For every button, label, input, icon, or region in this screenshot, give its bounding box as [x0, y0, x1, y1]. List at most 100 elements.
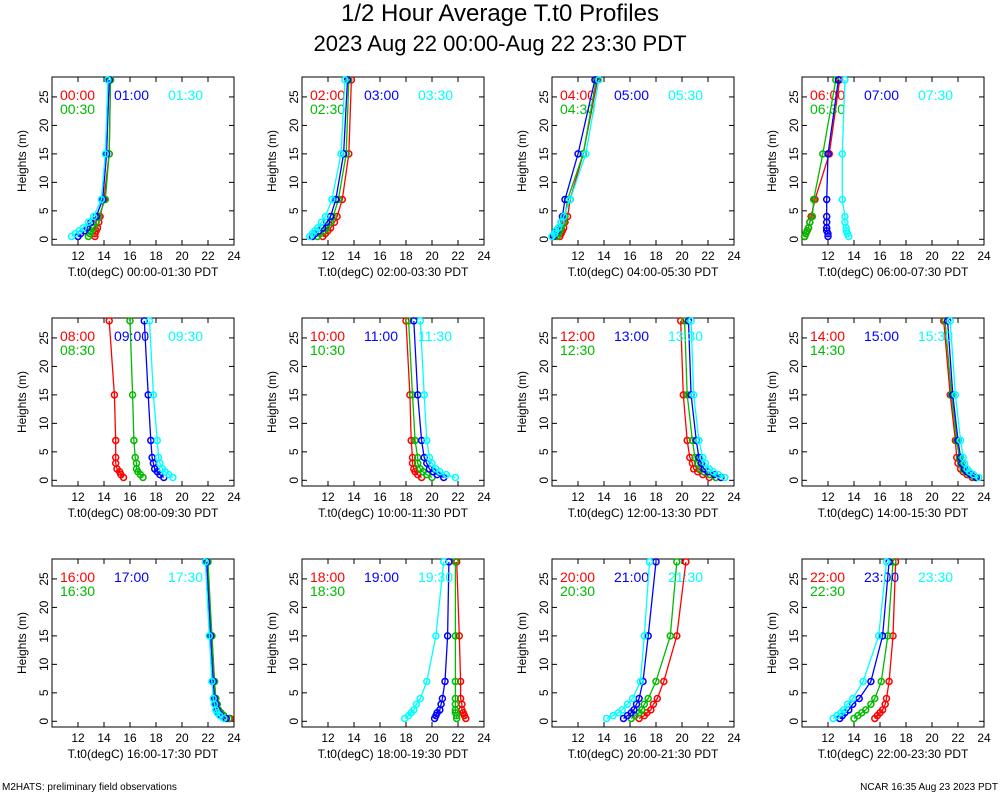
x-tick-label: 16 — [123, 731, 137, 745]
series-1530 — [946, 317, 983, 482]
y-tick-label: 0 — [787, 236, 801, 243]
legend-label: 01:30 — [168, 87, 203, 103]
data-point — [591, 76, 599, 84]
data-point — [824, 150, 832, 158]
series-1930 — [400, 558, 448, 723]
y-tick-label: 20 — [287, 118, 301, 132]
data-point — [326, 212, 335, 221]
data-point — [104, 76, 112, 84]
legend-label: 12:00 — [560, 328, 595, 344]
y-tick-label: 25 — [287, 90, 301, 104]
x-axis-label: T.t0(degC) 16:00-17:30 PDT — [68, 747, 219, 761]
x-axis-label: T.t0(degC) 20:00-21:30 PDT — [568, 747, 719, 761]
x-tick-label: 14 — [847, 249, 861, 263]
data-point — [838, 195, 847, 204]
y-tick-label: 0 — [537, 718, 551, 725]
series-0630 — [800, 76, 840, 241]
series-line — [87, 79, 112, 237]
data-point — [808, 212, 817, 221]
x-tick-label: 24 — [477, 249, 491, 263]
data-point — [595, 76, 603, 84]
y-tick-label: 20 — [537, 359, 551, 373]
data-point — [676, 317, 685, 325]
data-point — [861, 706, 870, 714]
data-point — [451, 709, 460, 717]
y-tick-label: 5 — [787, 448, 801, 455]
series-line — [456, 561, 467, 719]
series-1730 — [201, 558, 228, 723]
profile-panel: 12 14 16 18 20 22 24 0 5 10 15 20 25 T.t0(degC) 04:00… — [515, 76, 741, 279]
data-point — [884, 632, 892, 640]
x-axis-label: T.t0(degC) 00:00-01:30 PDT — [68, 265, 219, 279]
data-point — [636, 677, 645, 686]
legend-label: 05:00 — [614, 87, 649, 103]
data-point — [455, 632, 464, 640]
y-tick-label: 20 — [287, 359, 301, 373]
x-tick-label: 24 — [727, 490, 741, 504]
data-point — [416, 317, 425, 325]
x-axis-label: T.t0(degC) 18:00-19:30 PDT — [318, 747, 469, 761]
profile-panel: 12 14 16 18 20 22 24 0 5 10 15 20 25 T.t0(degC) 20:00… — [515, 558, 741, 761]
profile-panel: 12 14 16 18 20 22 24 0 5 10 15 20 25 T.t0(degC) 06:00… — [765, 76, 991, 279]
series-0830 — [126, 317, 147, 482]
legend-label: 18:30 — [310, 583, 345, 599]
data-point — [867, 677, 875, 686]
y-tick-label: 0 — [37, 477, 51, 484]
series-line — [454, 561, 458, 719]
legend-label: 05:30 — [668, 87, 703, 103]
data-point — [841, 76, 849, 84]
x-tick-label: 18 — [649, 731, 663, 745]
data-point — [687, 317, 695, 325]
series-1900 — [430, 558, 453, 723]
data-point — [842, 227, 850, 235]
data-point — [559, 212, 568, 221]
y-tick-label: 20 — [537, 118, 551, 132]
data-point — [889, 632, 897, 640]
x-tick-label: 24 — [227, 249, 241, 263]
profile-panel: 12 14 16 18 20 22 24 0 5 10 15 20 25 T.t0(degC) 00:00… — [15, 76, 241, 279]
x-tick-label: 14 — [347, 249, 361, 263]
series-0530 — [548, 76, 603, 241]
data-point — [874, 632, 883, 640]
legend-label: 16:30 — [60, 583, 95, 599]
data-point — [695, 436, 703, 445]
y-axis-label: Heights (m) — [15, 612, 29, 674]
y-tick-label: 10 — [37, 657, 51, 671]
data-point — [951, 391, 960, 399]
y-tick-label: 25 — [37, 90, 51, 104]
profile-panel: 12 14 16 18 20 22 24 0 5 10 15 20 25 T.t0(degC) 22:00… — [765, 558, 991, 761]
legend-label: 10:00 — [310, 328, 345, 344]
series-line — [551, 79, 600, 237]
legend-label: 14:30 — [810, 342, 845, 358]
profile-panel: 12 14 16 18 20 22 24 0 5 10 15 20 25 T.t0(degC) 16:00… — [15, 558, 241, 761]
x-tick-label: 20 — [175, 249, 189, 263]
x-tick-label: 22 — [451, 731, 465, 745]
legend-label: 07:00 — [864, 87, 899, 103]
plot-frame — [551, 317, 735, 487]
legend-label: 14:00 — [810, 328, 845, 344]
x-tick-label: 16 — [123, 490, 137, 504]
y-tick-label: 5 — [37, 448, 51, 455]
y-tick-label: 25 — [537, 90, 551, 104]
x-tick-label: 16 — [623, 249, 637, 263]
x-tick-label: 12 — [821, 490, 835, 504]
series-1800 — [452, 558, 470, 723]
x-tick-label: 22 — [201, 249, 215, 263]
data-point — [660, 677, 668, 686]
y-tick-label: 5 — [37, 689, 51, 696]
plot-frame — [51, 76, 235, 246]
data-point — [645, 558, 654, 566]
x-tick-label: 22 — [951, 490, 965, 504]
data-point — [683, 436, 691, 445]
data-point — [959, 453, 967, 462]
data-point — [956, 436, 965, 445]
data-point — [848, 694, 857, 703]
data-point — [679, 391, 688, 399]
x-axis-label: T.t0(degC) 12:00-13:30 PDT — [568, 506, 719, 520]
data-point — [885, 677, 893, 686]
series-2330 — [829, 558, 891, 723]
legend-label: 16:00 — [60, 569, 95, 585]
data-point — [111, 453, 120, 462]
data-point — [582, 150, 590, 158]
